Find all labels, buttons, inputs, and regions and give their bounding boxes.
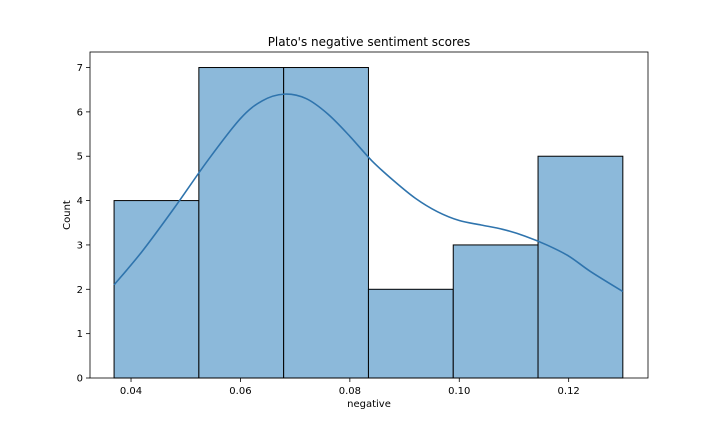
x-tick-label: 0.06	[229, 386, 251, 397]
bars-group	[113, 67, 624, 379]
x-axis: 0.04 0.06 0.08 0.10 0.12	[120, 378, 580, 397]
histogram-bar-1	[113, 200, 200, 379]
y-axis: 0 1 2 3 4 5 6 7	[77, 63, 90, 385]
histogram-bar-6	[537, 155, 624, 379]
histogram-bar-4	[367, 288, 454, 379]
kde-line	[113, 93, 624, 293]
y-tick-label: 7	[77, 63, 83, 74]
y-tick-label: 2	[77, 285, 83, 296]
y-tick-label: 0	[77, 374, 83, 385]
chart-title: Plato's negative sentiment scores	[268, 35, 471, 49]
histogram-bar-2	[198, 67, 285, 379]
histogram-bar-3	[283, 67, 369, 379]
y-tick-label: 6	[77, 107, 83, 118]
x-tick-label: 0.08	[339, 386, 361, 397]
kde-group	[113, 93, 624, 293]
plot-frame	[89, 51, 649, 379]
y-tick-label: 3	[77, 240, 83, 251]
x-tick-label: 0.10	[448, 386, 470, 397]
y-axis-label: Count	[62, 200, 73, 230]
x-axis-label: negative	[347, 399, 391, 410]
histogram-bar-5	[452, 244, 539, 379]
y-tick-label: 1	[77, 329, 83, 340]
x-tick-label: 0.04	[120, 386, 142, 397]
y-tick-label: 4	[77, 196, 83, 207]
x-tick-label: 0.12	[558, 386, 580, 397]
y-tick-label: 5	[77, 152, 83, 163]
